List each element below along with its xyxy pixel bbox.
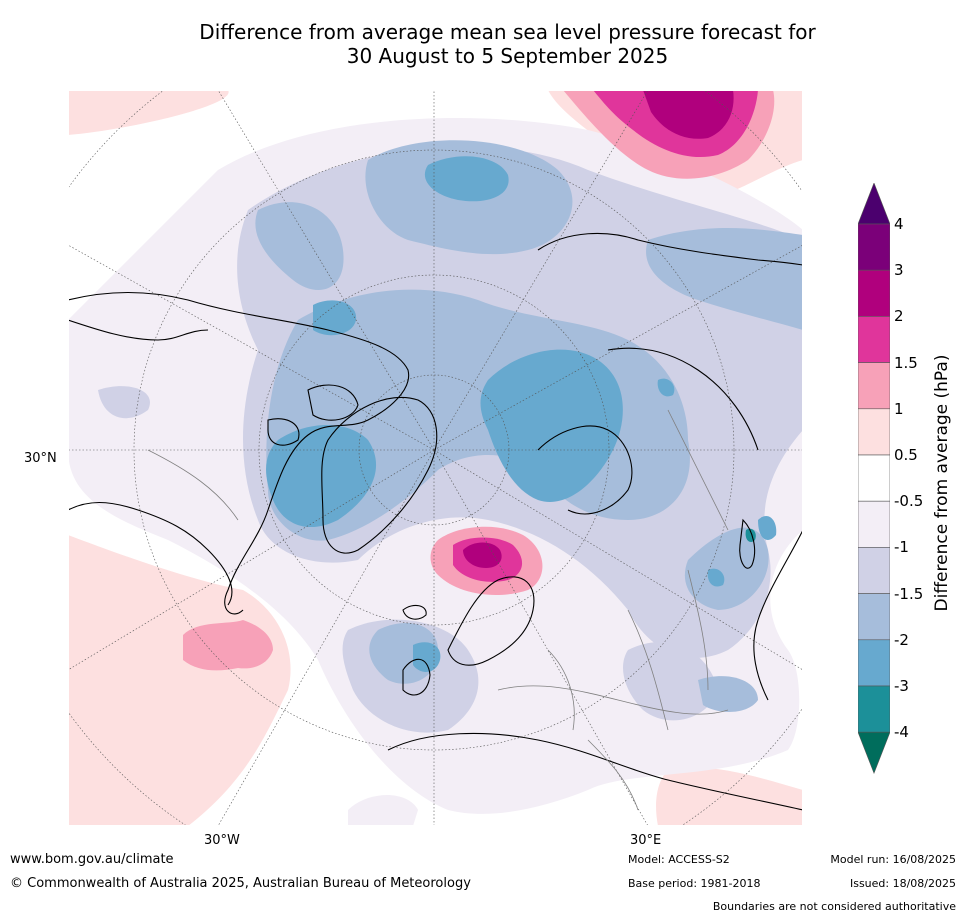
coastlines (68, 232, 803, 811)
negative-anomaly-very-strong (266, 156, 777, 672)
colorbar-segment (858, 223, 890, 271)
colorbar-segment (858, 685, 890, 733)
footer-issued: Issued: 18/08/2025 (849, 877, 956, 890)
colorbar-tick-label: -3 (894, 677, 909, 695)
colorbar-extend-bottom (858, 731, 890, 775)
footer-website[interactable]: www.bom.gov.au/climate (10, 852, 174, 867)
colorbar-segment (858, 639, 890, 687)
colorbar-tick-label: 4 (894, 215, 904, 233)
colorbar-tick-label: 0.5 (894, 446, 918, 464)
colorbar-tick-label: -1 (894, 538, 909, 557)
political-borders (147, 409, 729, 811)
colorbar-tick-label: 1 (894, 399, 904, 418)
colorbar-tick-label: 2 (894, 307, 904, 326)
footer-model: Model: ACCESS-S2 (628, 853, 730, 866)
colorbar-tick-label: -2 (894, 630, 909, 649)
footer-base-period: Base period: 1981-2018 (628, 877, 761, 890)
colorbar-segment (858, 454, 890, 502)
colorbar-segment (858, 269, 890, 317)
colorbar-tick-label: -4 (894, 723, 909, 742)
colorbar-tick-label: -0.5 (894, 492, 924, 511)
chart-title: Difference from average mean sea level p… (60, 20, 955, 68)
colorbar-extend-top (858, 183, 890, 225)
colorbar-segment (858, 500, 890, 548)
colorbar-segment (858, 316, 890, 363)
title-line-2: 30 August to 5 September 2025 (346, 44, 669, 68)
colorbar-segment (858, 362, 890, 410)
colorbar-tick-label: -1.5 (894, 584, 924, 603)
positive-anomaly-very-high (463, 90, 734, 568)
footer-disclaimer: Boundaries are not considered authoritat… (712, 900, 956, 913)
colorbar-segment (858, 547, 890, 594)
longitude-label-30w: 30°W (204, 833, 240, 848)
pressure-anomaly-map (68, 90, 803, 826)
colorbar-tick-label: 1.5 (894, 353, 918, 372)
latitude-label-30n: 30°N (24, 451, 57, 466)
colorbar-label: Difference from average (hPa) (932, 354, 952, 612)
colorbar-segment (858, 593, 890, 641)
footer-model-run: Model run: 16/08/2025 (830, 853, 956, 866)
colorbar-segment (858, 408, 890, 456)
colorbar (858, 183, 890, 775)
longitude-label-30e: 30°E (630, 833, 662, 848)
title-line-1: Difference from average mean sea level p… (199, 20, 816, 44)
colorbar-tick-label: 3 (894, 261, 904, 280)
footer-copyright: © Commonwealth of Australia 2025, Austra… (10, 876, 471, 891)
graticule (68, 90, 803, 826)
